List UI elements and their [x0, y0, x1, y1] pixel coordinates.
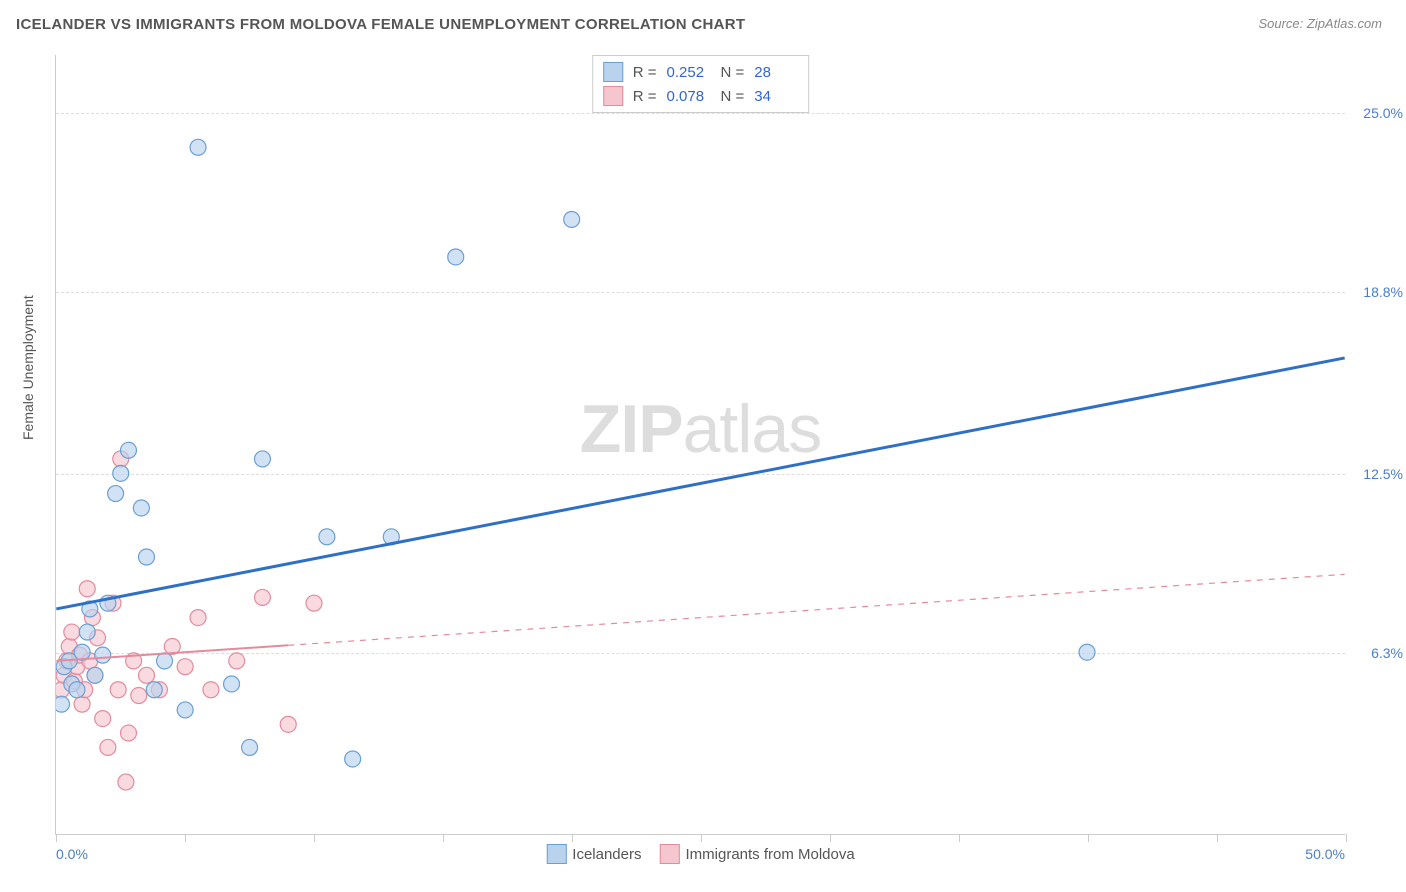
r-label: R = — [633, 88, 657, 105]
n-label: N = — [721, 64, 745, 81]
n-value-1: 28 — [754, 64, 798, 81]
x-tick — [314, 834, 315, 842]
legend-row-1: R = 0.252 N = 28 — [603, 60, 799, 84]
x-axis-min-label: 0.0% — [56, 846, 88, 862]
swatch-series-2 — [603, 86, 623, 106]
source-label: Source: ZipAtlas.com — [1258, 16, 1382, 31]
x-tick — [959, 834, 960, 842]
x-tick — [443, 834, 444, 842]
legend-row-2: R = 0.078 N = 34 — [603, 84, 799, 108]
y-axis-label: Female Unemployment — [20, 295, 36, 440]
swatch-bottom-1 — [546, 844, 566, 864]
chart-title: ICELANDER VS IMMIGRANTS FROM MOLDOVA FEM… — [16, 16, 745, 33]
y-tick-label: 6.3% — [1371, 645, 1403, 661]
legend-item-1: Icelanders — [546, 844, 641, 864]
x-tick — [701, 834, 702, 842]
y-tick-label: 12.5% — [1363, 466, 1403, 482]
x-tick — [56, 834, 57, 842]
x-tick — [572, 834, 573, 842]
y-tick-label: 18.8% — [1363, 284, 1403, 300]
swatch-bottom-2 — [660, 844, 680, 864]
x-tick — [1217, 834, 1218, 842]
x-axis-max-label: 50.0% — [1305, 846, 1345, 862]
legend-item-2: Immigrants from Moldova — [660, 844, 855, 864]
x-tick — [1088, 834, 1089, 842]
y-tick-label: 25.0% — [1363, 105, 1403, 121]
legend-series: Icelanders Immigrants from Moldova — [546, 844, 854, 864]
r-label: R = — [633, 64, 657, 81]
n-value-2: 34 — [754, 88, 798, 105]
plot-area: ZIPatlas R = 0.252 N = 28 R = 0.078 N = … — [55, 55, 1345, 835]
legend-label-2: Immigrants from Moldova — [686, 846, 855, 863]
chart-svg — [56, 55, 1345, 834]
x-tick — [1346, 834, 1347, 842]
legend-label-1: Icelanders — [572, 846, 641, 863]
x-tick — [830, 834, 831, 842]
n-label: N = — [721, 88, 745, 105]
r-value-1: 0.252 — [667, 64, 711, 81]
r-value-2: 0.078 — [667, 88, 711, 105]
swatch-series-1 — [603, 62, 623, 82]
x-tick — [185, 834, 186, 842]
legend-correlation: R = 0.252 N = 28 R = 0.078 N = 34 — [592, 55, 810, 113]
